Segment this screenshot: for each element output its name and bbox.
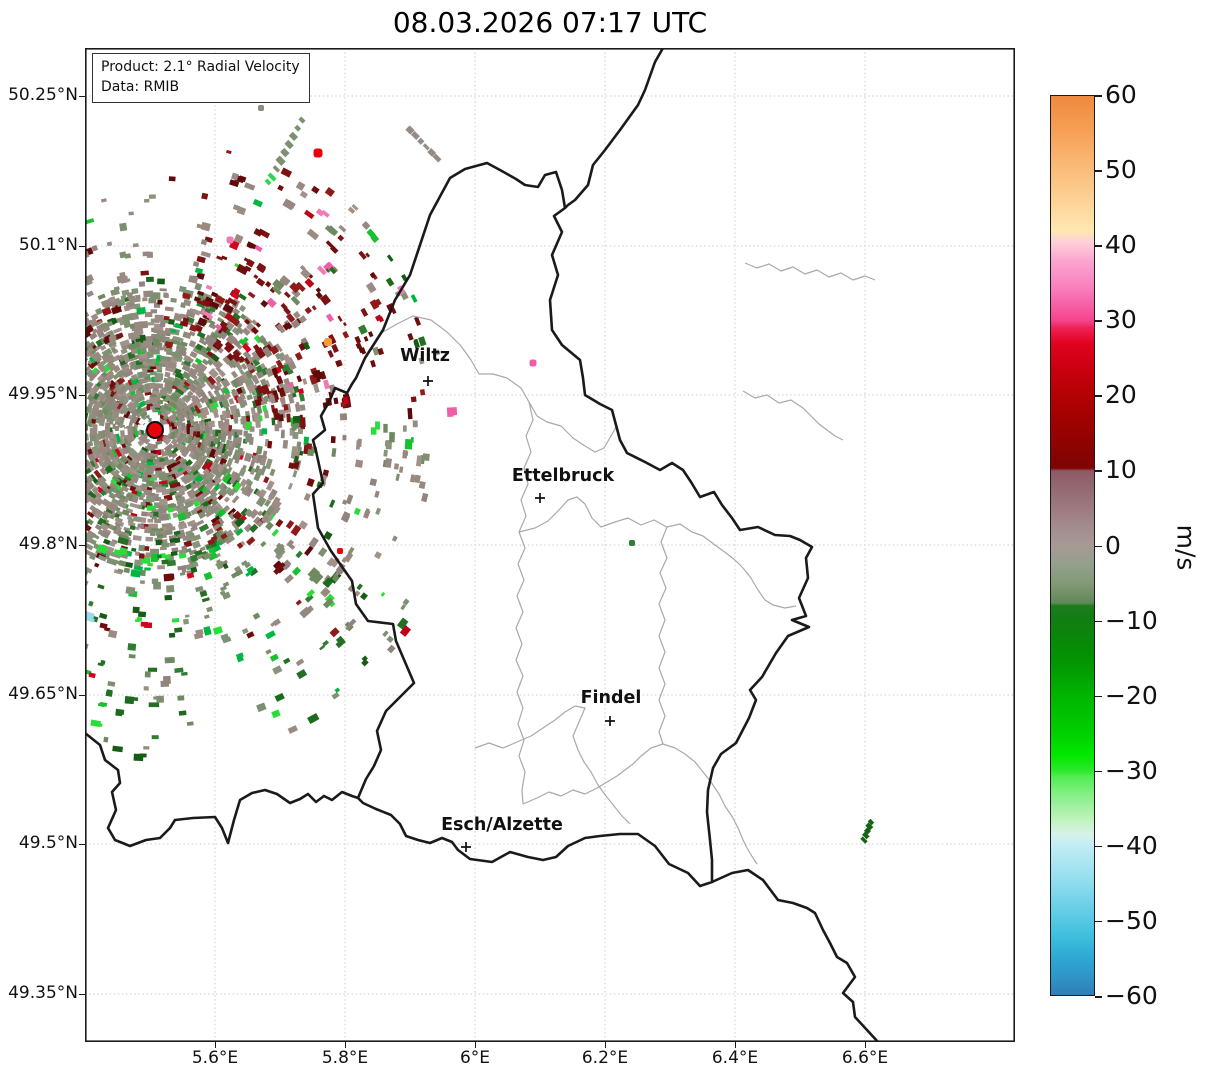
y-tick-label: 49.65°N [8, 684, 78, 704]
y-tick-mark [79, 994, 85, 996]
colorbar-tick-label: −60 [1105, 981, 1158, 1010]
product-info-line: Product: 2.1° Radial Velocity [101, 59, 300, 75]
colorbar-tick-mark [1095, 395, 1102, 397]
colorbar-tick-label: 10 [1105, 455, 1137, 485]
colorbar-tick-label: 60 [1105, 80, 1137, 109]
x-tick-label: 6.2°E [581, 1048, 629, 1068]
y-tick-mark [79, 246, 85, 248]
city-label: Wiltz [400, 346, 450, 366]
echo-highlight [258, 105, 264, 111]
x-tick-mark [345, 1042, 347, 1048]
colorbar-tick-mark [1095, 920, 1102, 923]
echo-highlight [529, 359, 537, 367]
y-tick-mark [79, 545, 85, 547]
figure-title: 08.03.2026 07:17 UTC [392, 6, 708, 39]
product-info-box: Product: 2.1° Radial Velocity Data: RMIB [92, 53, 310, 103]
map-plot: Wiltz Ettelbruck Findel Esch/Alzette Produc… [85, 48, 1015, 1042]
colorbar-tick-label: 50 [1105, 155, 1137, 185]
x-tick-label: 6.4°E [711, 1048, 759, 1068]
colorbar-tick-mark [1095, 95, 1102, 97]
city-marker [535, 493, 545, 503]
colorbar-tick-mark [1095, 695, 1102, 698]
colorbar-tick-mark [1095, 996, 1102, 998]
colorbar-tick-mark [1095, 470, 1102, 472]
colorbar-tick-mark [1095, 620, 1102, 623]
city-label: Findel [581, 688, 642, 708]
radar-map-canvas: Wiltz Ettelbruck Findel Esch/Alzette [85, 48, 1015, 1042]
y-tick-label: 49.95°N [8, 384, 78, 404]
colorbar-gradient [1050, 95, 1095, 996]
city-labels: Wiltz Ettelbruck Findel Esch/Alzette [400, 346, 641, 852]
city-marker [605, 716, 615, 726]
x-tick-mark [475, 1042, 477, 1048]
colorbar-tick-mark [1095, 770, 1102, 773]
y-tick-mark [79, 96, 85, 98]
colorbar-tick-label: 30 [1105, 305, 1137, 335]
x-tick-mark [865, 1042, 867, 1048]
x-tick-mark [215, 1042, 217, 1048]
colorbar-tick-mark [1095, 320, 1102, 322]
colorbar-unit-label: m/s [1171, 524, 1201, 571]
colorbar-tick-mark [1095, 170, 1102, 172]
x-tick-mark [735, 1042, 737, 1048]
y-tick-label: 50.25°N [8, 85, 78, 105]
colorbar-tick-label: −20 [1105, 680, 1158, 710]
y-tick-label: 49.5°N [18, 833, 78, 853]
y-tick-label: 49.35°N [8, 983, 78, 1003]
city-label: Esch/Alzette [441, 815, 563, 835]
echo-highlight [337, 548, 343, 554]
colorbar-tick-label: −50 [1105, 905, 1158, 935]
x-tick-label: 5.6°E [191, 1048, 239, 1068]
city-label: Ettelbruck [512, 466, 615, 486]
district-borders [382, 262, 876, 865]
colorbar-tick-label: −40 [1105, 830, 1158, 860]
colorbar-tick-label: 20 [1105, 380, 1137, 410]
echo-highlight [313, 148, 323, 158]
echo-highlight [629, 540, 635, 546]
country-borders [85, 48, 880, 1042]
y-tick-mark [79, 844, 85, 846]
plot-frame [85, 48, 1015, 1042]
data-source-line: Data: RMIB [101, 79, 180, 96]
y-tick-mark [79, 395, 85, 397]
colorbar-tick-mark [1095, 245, 1102, 247]
colorbar-tick-label: 0 [1105, 530, 1121, 560]
gridlines [85, 48, 1015, 1042]
x-tick-label: 6.6°E [841, 1048, 889, 1068]
y-tick-label: 50.1°N [18, 235, 78, 255]
y-tick-label: 49.8°N [18, 534, 78, 554]
echo-highlight [324, 338, 332, 346]
x-tick-label: 5.8°E [321, 1048, 369, 1068]
y-tick-mark [79, 695, 85, 697]
city-marker [423, 376, 433, 386]
radar-site-marker [146, 421, 164, 439]
colorbar-tick-mark [1095, 845, 1102, 848]
colorbar-tick-label: −10 [1105, 605, 1158, 635]
city-marker [461, 842, 471, 852]
x-tick-mark [605, 1042, 607, 1048]
radar-echo-field [85, 93, 875, 844]
colorbar-tick-label: −30 [1105, 755, 1158, 785]
x-tick-label: 6°E [459, 1048, 491, 1068]
colorbar-tick-mark [1095, 545, 1102, 547]
colorbar-tick-label: 40 [1105, 230, 1137, 260]
echo-highlight [226, 236, 234, 244]
